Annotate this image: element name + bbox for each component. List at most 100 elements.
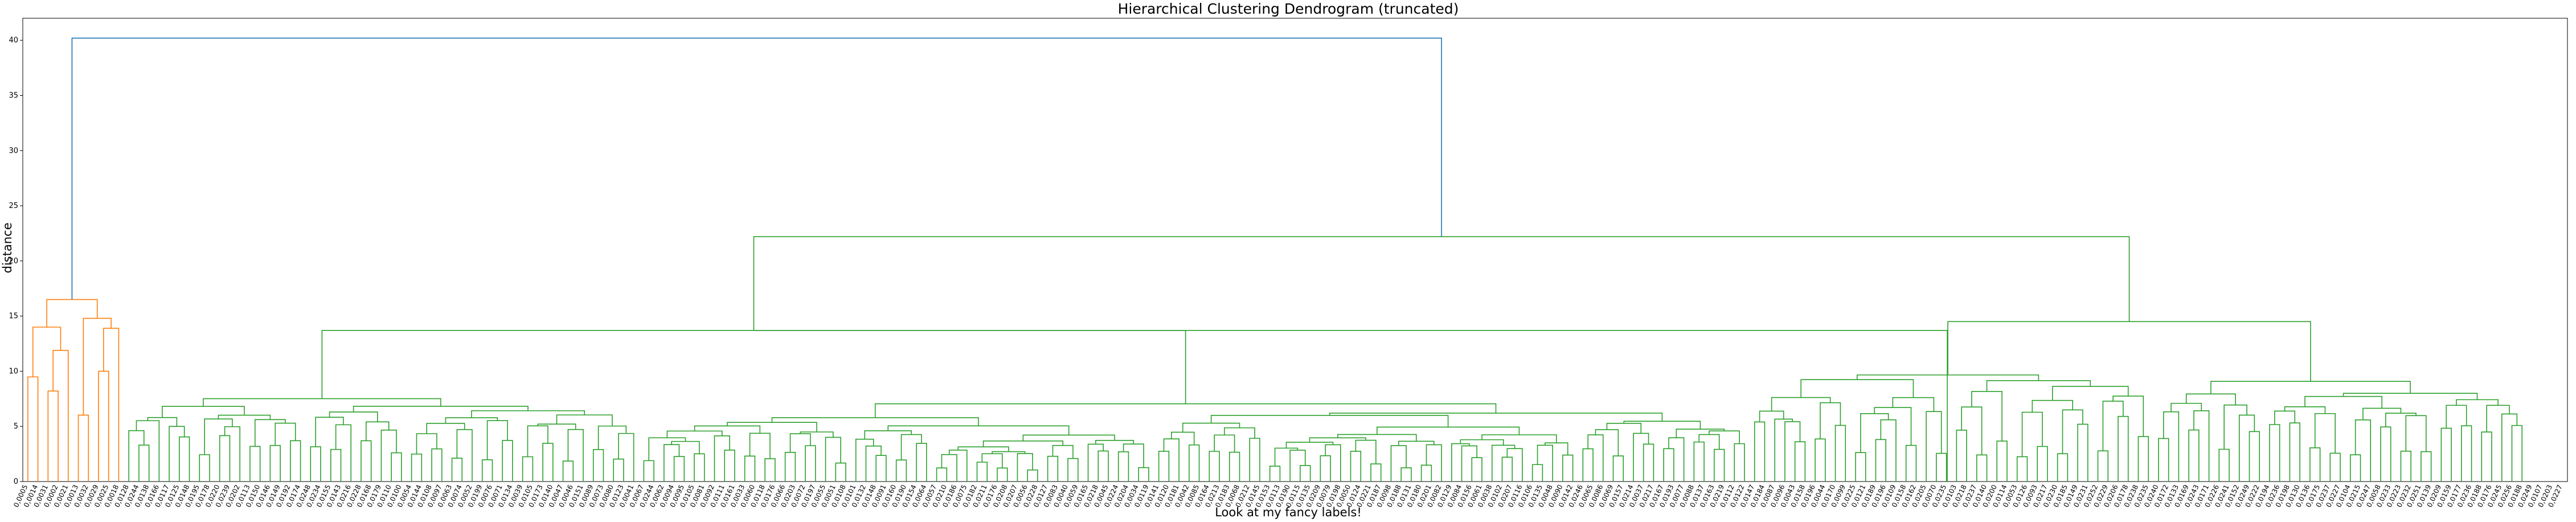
dendrogram-link	[1633, 433, 1649, 482]
dendrogram-link	[981, 453, 1003, 468]
dendrogram-link	[1771, 397, 1831, 411]
dendrogram-link	[749, 433, 771, 459]
dendrogram-link	[1668, 437, 1685, 482]
dendrogram-link	[391, 452, 402, 482]
dendrogram-link	[2405, 415, 2427, 452]
dendrogram-link	[2269, 424, 2280, 482]
dendrogram-link	[1501, 456, 1513, 482]
dendrogram-link	[98, 370, 109, 482]
dendrogram-link	[556, 414, 613, 426]
dendrogram-link	[224, 426, 240, 482]
dendrogram-link	[562, 460, 574, 482]
dendrogram-link	[1337, 434, 1417, 442]
dendrogram-link	[269, 444, 281, 482]
y-tick-label: 35	[9, 92, 18, 100]
dendrogram-link	[2112, 395, 2144, 437]
dendrogram-link	[1022, 434, 1115, 441]
dendrogram-link	[1698, 434, 1720, 450]
dendrogram-link	[1274, 447, 1299, 466]
y-tick-label: 30	[9, 146, 18, 155]
dendrogram-link	[1986, 380, 2091, 392]
dendrogram-link	[1860, 413, 1889, 453]
dendrogram-link	[2102, 401, 2124, 451]
dendrogram-link	[1210, 415, 1449, 427]
dendrogram-link	[203, 398, 441, 407]
dendrogram-link	[895, 459, 907, 482]
dendrogram-link	[982, 440, 1064, 447]
dendrogram-link	[1759, 410, 1784, 422]
dendrogram-link	[2342, 393, 2478, 400]
dendrogram-link	[46, 299, 98, 327]
dendrogram-link	[1017, 453, 1033, 482]
dendrogram-link	[1880, 419, 1897, 482]
dendrogram-link	[1874, 407, 1912, 446]
dendrogram-link	[714, 435, 730, 482]
dendrogram-link	[1643, 443, 1654, 482]
dendrogram-link	[1961, 406, 1983, 455]
dendrogram-link	[1376, 426, 1520, 435]
dendrogram-link	[2170, 402, 2202, 412]
dendrogram-link	[380, 429, 397, 482]
plot-frame	[22, 18, 2568, 482]
dendrogram-link	[249, 446, 261, 482]
dendrogram-link	[2362, 407, 2402, 420]
dendrogram-link	[52, 349, 69, 482]
dendrogram-link	[1451, 443, 1470, 482]
dendrogram-link	[875, 455, 887, 482]
dendrogram-link	[673, 456, 685, 482]
dendrogram-link	[2274, 410, 2296, 425]
dendrogram-link	[416, 433, 437, 454]
dendrogram-link	[753, 236, 2130, 331]
dendrogram-link	[1587, 434, 1604, 482]
dendrogram-link	[1709, 430, 1740, 444]
dendrogram-link	[1189, 444, 1200, 482]
dendrogram-link	[1067, 458, 1079, 482]
y-tick-label: 20	[9, 257, 18, 266]
dendrogram-link	[1224, 427, 1255, 439]
dendrogram-link	[1325, 444, 1341, 482]
dendrogram-link	[1545, 442, 1568, 455]
dendrogram-link	[83, 317, 112, 415]
dendrogram-link	[77, 414, 89, 482]
dendrogram-link	[567, 429, 584, 482]
dendrogram-link	[1426, 444, 1442, 482]
dendrogram-link	[1936, 452, 1947, 482]
dendrogram-link	[199, 454, 210, 482]
dendrogram-link	[2163, 411, 2180, 482]
dendrogram-link	[1095, 440, 1135, 444]
dendrogram-link	[1460, 439, 1504, 446]
y-tick-label: 40	[9, 36, 18, 45]
dendrogram-link	[1171, 431, 1195, 445]
dendrogram-link	[445, 417, 498, 423]
dendrogram-link	[2062, 409, 2083, 454]
dendrogram-link	[1461, 445, 1477, 482]
dendrogram-link	[916, 443, 927, 482]
dendrogram-link	[2218, 448, 2230, 482]
dendrogram-link	[1892, 397, 1935, 412]
dendrogram-link	[136, 420, 160, 482]
dendrogram-link	[1734, 443, 1745, 482]
dendrogram-link	[353, 406, 529, 412]
dendrogram-link	[330, 448, 342, 482]
dendrogram-link	[948, 450, 968, 482]
y-tick-label: 15	[9, 312, 18, 321]
dendrogram-link	[1714, 448, 1725, 482]
dendrogram-link	[2289, 422, 2300, 482]
dendrogram-link	[32, 327, 62, 377]
dendrogram-link	[1595, 429, 1619, 456]
dendrogram-link	[2421, 451, 2432, 482]
dendrogram-link	[1491, 444, 1516, 482]
dendrogram-link	[900, 434, 922, 460]
dendrogram-link	[1612, 455, 1624, 482]
dendrogram-link	[613, 458, 624, 482]
dendrogram-link	[1285, 442, 1334, 448]
dendrogram-link	[997, 467, 1008, 482]
dendrogram-link	[694, 425, 761, 434]
dendrogram-link	[2016, 456, 2028, 482]
dendrogram-link	[664, 444, 680, 482]
dendrogram-link	[1531, 464, 1543, 482]
dendrogram-link	[1228, 451, 1240, 482]
dendrogram-link	[957, 446, 1009, 452]
dendrogram-link	[2385, 413, 2417, 427]
